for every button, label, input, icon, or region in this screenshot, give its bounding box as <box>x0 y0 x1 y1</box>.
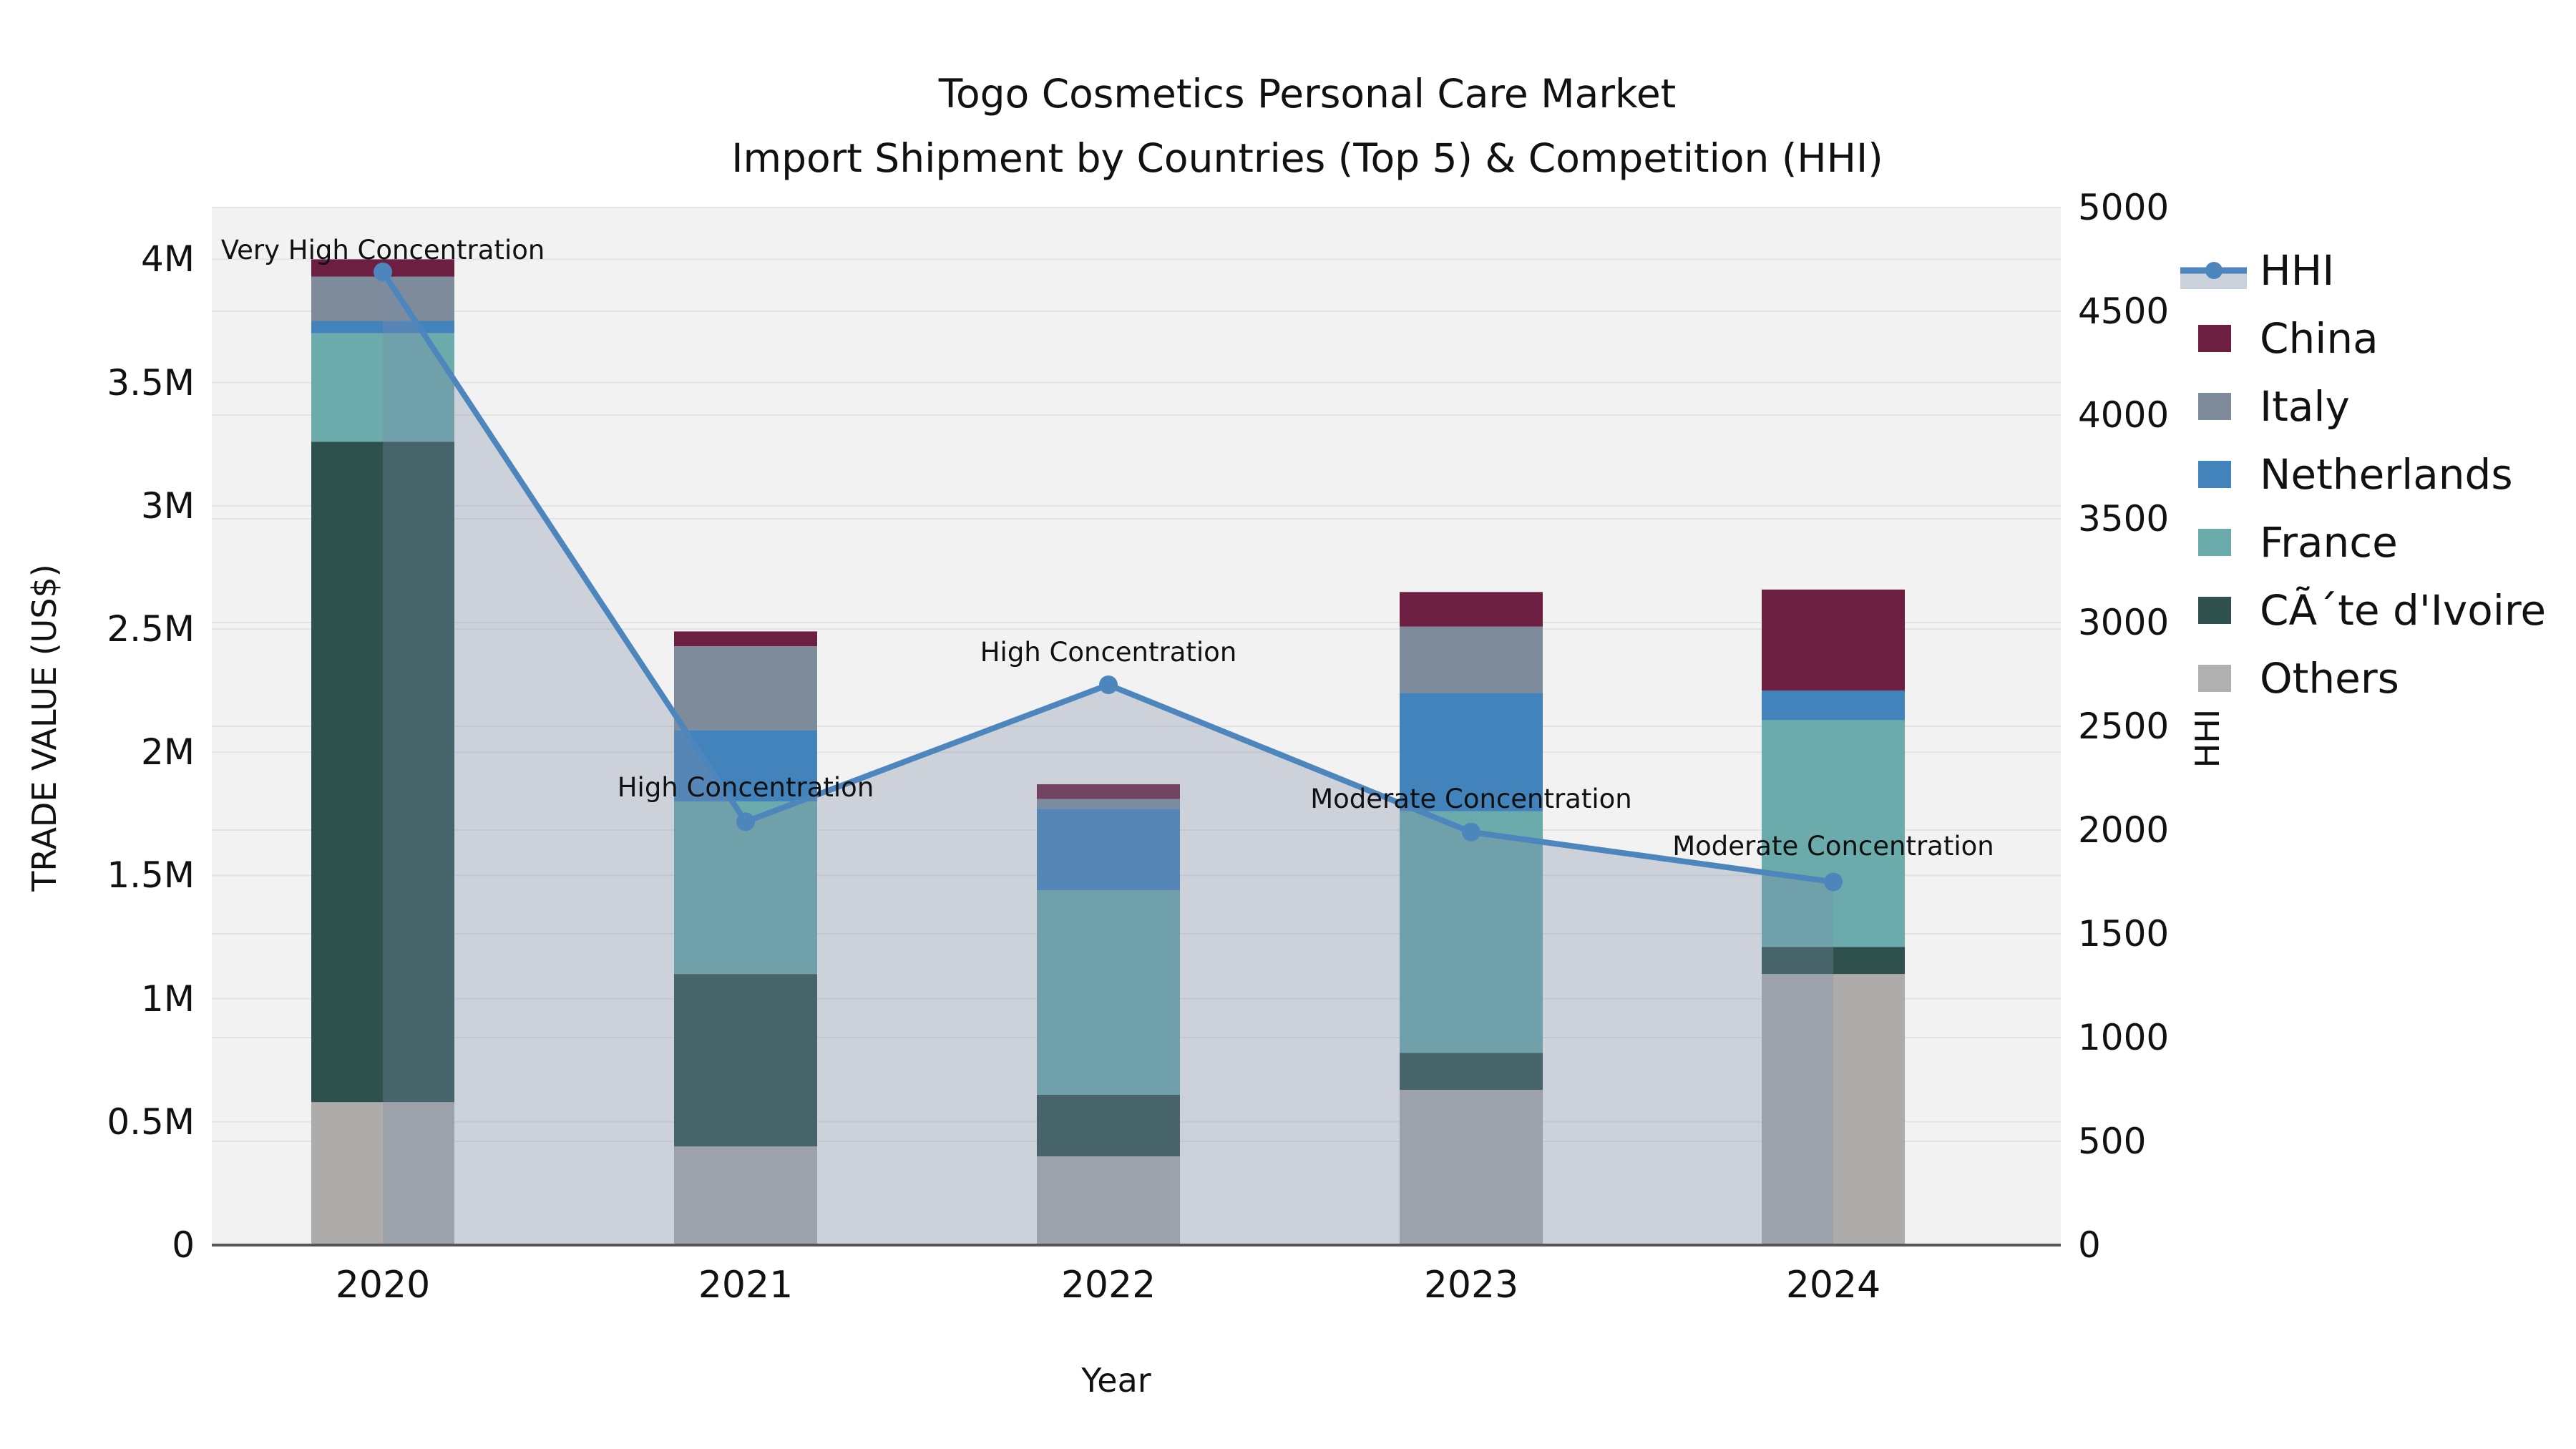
y-right-tick-label: 4000 <box>2078 394 2170 436</box>
bar-segment-2023 <box>1400 693 1543 811</box>
bar-segment-2021 <box>674 730 817 802</box>
bar-segment-2021 <box>674 631 817 647</box>
legend-item-label: Italy <box>2260 382 2350 431</box>
bar-segment-2020 <box>311 1102 454 1245</box>
legend-swatch-icon <box>2198 325 2231 352</box>
legend-swatch-icon <box>2198 393 2231 420</box>
legend-hhi-marker-icon <box>2205 262 2223 279</box>
bar-segment-2024 <box>1762 974 1905 1245</box>
y-left-tick-label: 2.5M <box>107 608 195 650</box>
y-left-tick-label: 0.5M <box>107 1101 195 1143</box>
legend-item-label: France <box>2260 518 2398 567</box>
hhi-point <box>1099 675 1118 694</box>
legend-item-label: Others <box>2260 654 2399 703</box>
bar-segment-2021 <box>674 1146 817 1245</box>
y-left-tick-label: 1.5M <box>107 854 195 897</box>
bar-segment-2022 <box>1037 784 1180 799</box>
bar-segment-2022 <box>1037 1094 1180 1157</box>
bar-segment-2024 <box>1762 691 1905 721</box>
bar-segment-2022 <box>1037 890 1180 1095</box>
legend-item-label: CÃ´te d'Ivoire <box>2260 586 2547 635</box>
bar-segment-2024 <box>1762 589 1905 691</box>
hhi-point <box>374 262 392 281</box>
hhi-annotation: High Concentration <box>980 637 1237 668</box>
x-tick-label: 2020 <box>335 1264 431 1307</box>
bar-segment-2022 <box>1037 799 1180 809</box>
bar-segment-2023 <box>1400 592 1543 627</box>
x-axis-title: Year <box>1081 1361 1151 1400</box>
y-right-tick-label: 3500 <box>2078 498 2170 540</box>
chart-title-line1: Togo Cosmetics Personal Care Market <box>938 71 1677 117</box>
legend-swatch-icon <box>2198 461 2231 488</box>
hhi-point <box>1462 822 1480 841</box>
y-right-tick-label: 1500 <box>2078 913 2170 955</box>
y-right-tick-label: 3000 <box>2078 602 2170 643</box>
y-right-tick-label: 2500 <box>2078 706 2170 747</box>
bar-segment-2022 <box>1037 1156 1180 1245</box>
hhi-point <box>736 812 755 831</box>
y-left-tick-label: 3M <box>141 484 195 527</box>
hhi-point <box>1824 872 1843 892</box>
bar-segment-2023 <box>1400 1090 1543 1245</box>
x-tick-label: 2021 <box>698 1264 794 1307</box>
x-tick-label: 2023 <box>1423 1264 1519 1307</box>
bar-segment-2021 <box>674 974 817 1147</box>
hhi-area-fill <box>383 271 1833 1245</box>
bar-segment-2022 <box>1037 809 1180 891</box>
bar-segment-2023 <box>1400 811 1543 1053</box>
hhi-annotation: Moderate Concentration <box>1672 830 1994 862</box>
bar-segment-2020 <box>311 441 454 1103</box>
y-right-tick-label: 0 <box>2078 1224 2101 1266</box>
legend-swatch-icon <box>2198 597 2231 624</box>
bar-segment-2023 <box>1400 626 1543 693</box>
hhi-annotation: Moderate Concentration <box>1310 783 1632 814</box>
chart-title-line2: Import Shipment by Countries (Top 5) & C… <box>731 135 1883 181</box>
bar-segment-2020 <box>311 276 454 321</box>
bar-segment-2023 <box>1400 1053 1543 1091</box>
y-left-tick-label: 2M <box>141 731 195 774</box>
hhi-annotation: High Concentration <box>617 772 874 804</box>
y-left-tick-label: 3.5M <box>107 361 195 404</box>
y-left-tick-label: 0 <box>172 1224 195 1266</box>
y-right-tick-label: 500 <box>2078 1121 2147 1162</box>
x-tick-label: 2022 <box>1060 1264 1156 1307</box>
bar-segment-2021 <box>674 646 817 731</box>
legend-swatch-icon <box>2198 529 2231 556</box>
y-left-tick-label: 4M <box>141 238 195 280</box>
y-axis-left-title: TRADE VALUE (US$) <box>25 564 64 892</box>
legend-item-label: HHI <box>2260 246 2335 295</box>
y-right-tick-label: 2000 <box>2078 809 2170 851</box>
bar-segment-2020 <box>311 333 454 442</box>
hhi-annotation: Very High Concentration <box>220 234 545 265</box>
bar-segment-2024 <box>1762 720 1905 947</box>
bar-segment-2024 <box>1762 947 1905 975</box>
legend-swatch-icon <box>2198 665 2231 692</box>
y-left-tick-label: 1M <box>141 977 195 1020</box>
legend-item-label: China <box>2260 314 2379 363</box>
y-right-tick-label: 5000 <box>2078 187 2170 228</box>
y-right-tick-label: 1000 <box>2078 1017 2170 1058</box>
legend-item-label: Netherlands <box>2260 450 2513 499</box>
y-right-tick-label: 4500 <box>2078 291 2170 332</box>
x-tick-label: 2024 <box>1785 1264 1881 1307</box>
